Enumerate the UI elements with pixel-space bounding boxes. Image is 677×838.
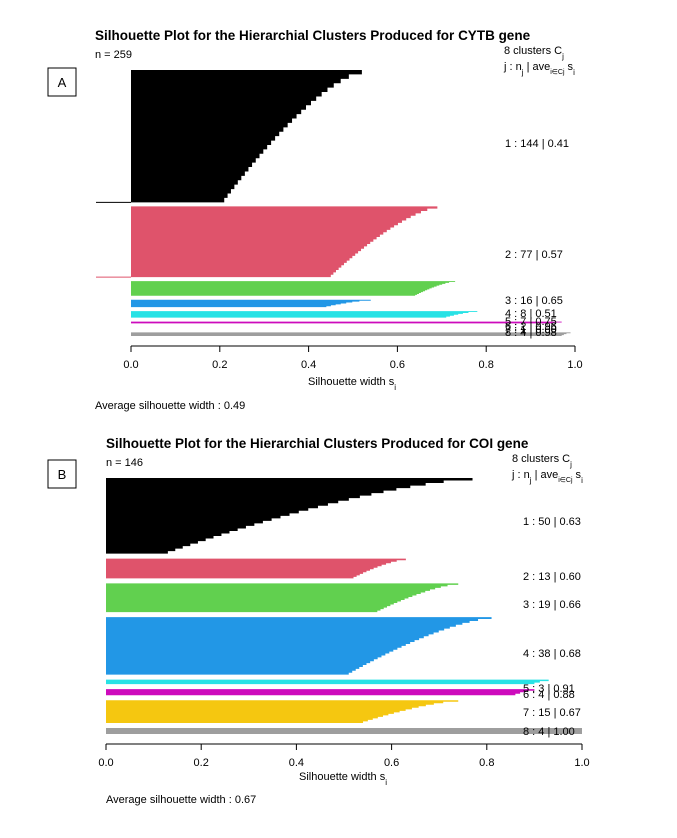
- silhouette-plot-coi: B Silhouette Plot for the Hierarchial Cl…: [47, 436, 590, 806]
- panel-label-box-a: [47, 67, 77, 97]
- x-tick-label: 0.8: [479, 757, 494, 769]
- silhouette-bar-cluster-8: [131, 332, 571, 336]
- cluster-labels-cytb: 1 : 144 | 0.41 2 : 77 | 0.57 3 : 16 | 0.65…: [505, 138, 569, 339]
- cluster-label-3: 3 : 19 | 0.66: [523, 599, 581, 611]
- silhouette-bar-cluster-5: [106, 679, 549, 685]
- clusters-header-cytb: 8 clusters Cj: [504, 45, 564, 61]
- n-label-cytb: n = 259: [95, 49, 132, 61]
- silhouette-bar-cluster-1: [106, 478, 473, 554]
- x-tick-label: 0.6: [384, 757, 399, 769]
- x-tick-label: 0.4: [301, 359, 316, 371]
- x-axis-coi: 0.0 0.2 0.4 0.6 0.8 1.0: [98, 743, 590, 769]
- x-tick-label: 0.4: [289, 757, 304, 769]
- silhouette-bar-cluster-1: [131, 70, 362, 203]
- cluster-label-7: 7 : 15 | 0.67: [523, 707, 581, 719]
- x-tick-label: 0.8: [479, 359, 494, 371]
- x-tick-label: 0.2: [194, 757, 209, 769]
- x-axis-title-cytb: Silhouette width si: [308, 376, 396, 392]
- silhouette-bar-cluster-3: [131, 281, 456, 296]
- x-tick-label: 0.6: [390, 359, 405, 371]
- columns-header-coi: j : nj | avei∈Cj si: [511, 469, 583, 485]
- x-axis-cytb: 0.0 0.2 0.4 0.6 0.8 1.0: [123, 345, 583, 371]
- panel-label-b: B: [58, 467, 67, 482]
- silhouette-bar-cluster-2: [131, 206, 438, 278]
- chart-title-coi: Silhouette Plot for the Hierarchial Clus…: [106, 436, 529, 451]
- silhouette-bar-cluster-8: [106, 727, 582, 734]
- cluster-label-4: 4 : 38 | 0.68: [523, 648, 581, 660]
- cluster-label-6: 6 : 2 | 0.96: [505, 321, 557, 333]
- panel-label-a: A: [58, 75, 67, 90]
- silhouette-bar-cluster-7: [106, 700, 459, 723]
- silhouette-bar-cluster-6: [106, 689, 535, 696]
- x-tick-label: 0.0: [123, 359, 138, 371]
- clusters-header-coi: 8 clusters Cj: [512, 453, 572, 469]
- silhouette-bar-cluster-4: [106, 617, 492, 675]
- silhouette-bars-cytb: [96, 70, 571, 336]
- cluster-label-6: 6 : 4 | 0.88: [523, 689, 575, 701]
- silhouette-bar-cluster-2: [106, 558, 406, 579]
- silhouette-bar-cluster-4: [131, 299, 371, 308]
- columns-header-cytb: j : nj | avei∈Cj si: [503, 61, 575, 77]
- x-tick-label: 1.0: [567, 359, 582, 371]
- average-silhouette-coi: Average silhouette width : 0.67: [106, 794, 256, 806]
- cluster-label-5: 5 : 7 | 0.75: [505, 316, 557, 328]
- panel-label-box-b: [47, 459, 77, 489]
- cluster-label-5: 5 : 3 | 0.91: [523, 683, 575, 695]
- cluster-label-3: 3 : 16 | 0.65: [505, 295, 563, 307]
- cluster-labels-coi: 1 : 50 | 0.63 2 : 13 | 0.60 3 : 19 | 0.66 4…: [523, 516, 581, 738]
- silhouette-bar-cluster-3: [106, 583, 459, 613]
- silhouette-bars-coi: [106, 478, 582, 734]
- chart-title-cytb: Silhouette Plot for the Hierarchial Clus…: [95, 28, 531, 43]
- cluster-label-8: 8 : 4 | 1.00: [523, 726, 575, 738]
- x-axis-title-coi: Silhouette width si: [299, 771, 387, 787]
- average-silhouette-cytb: Average silhouette width : 0.49: [95, 400, 245, 412]
- cluster-label-1: 1 : 50 | 0.63: [523, 516, 581, 528]
- cluster-label-8: 8 : 4 | 0.98: [505, 327, 557, 339]
- cluster-label-2: 2 : 13 | 0.60: [523, 571, 581, 583]
- cluster-label-7: 7 : 1 | 0.00: [505, 324, 557, 336]
- n-label-coi: n = 146: [106, 457, 143, 469]
- cluster-label-1: 1 : 144 | 0.41: [505, 138, 569, 150]
- x-tick-label: 1.0: [574, 757, 589, 769]
- cluster-label-2: 2 : 77 | 0.57: [505, 249, 563, 261]
- silhouette-plot-cytb: A Silhouette Plot for the Hierarchial Cl…: [47, 28, 583, 412]
- silhouette-bar-cluster-6: [131, 321, 562, 324]
- silhouette-bar-cluster-5: [131, 311, 478, 318]
- cluster-label-4: 4 : 8 | 0.51: [505, 308, 557, 320]
- x-tick-label: 0.0: [98, 757, 113, 769]
- x-tick-label: 0.2: [212, 359, 227, 371]
